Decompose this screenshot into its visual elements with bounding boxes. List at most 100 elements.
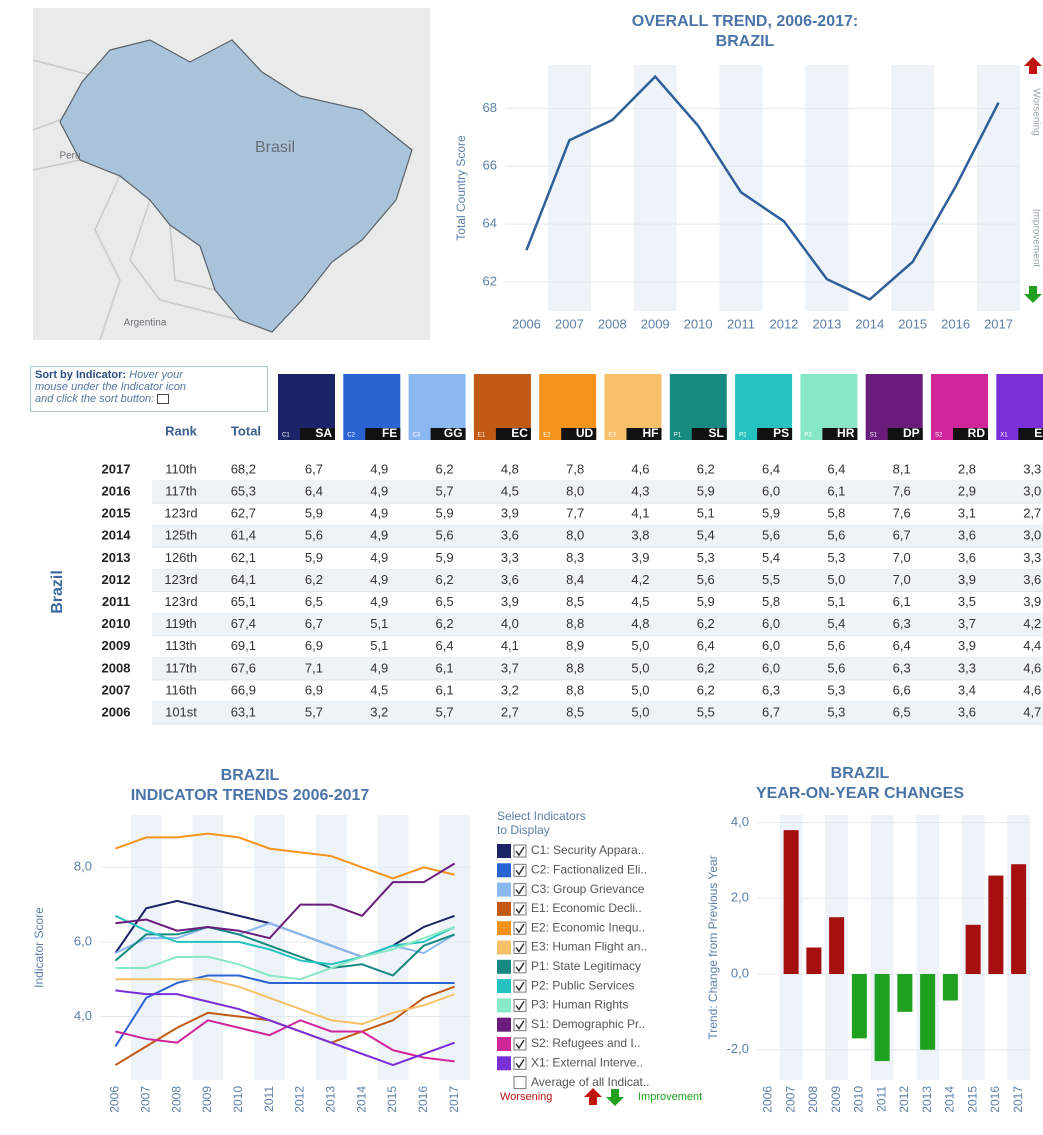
x-tick-label: 2017 [984,316,1013,331]
score-cell: 4,9 [370,572,388,587]
checkmark [515,865,525,876]
row-band [152,481,1043,504]
legend-checkbox[interactable] [513,941,527,954]
score-cell: 4,6 [1023,682,1041,697]
x-tick-label: 2015 [385,1086,399,1113]
total-cell: 63,1 [231,705,256,720]
legend-checkbox[interactable] [513,1018,527,1032]
indicator-id: S1 [870,433,878,439]
score-cell: 3,3 [1023,550,1041,565]
x-tick-label: 2011 [727,316,755,331]
legend-swatch [497,882,511,897]
x-tick-label: 2011 [262,1086,276,1112]
sort-icon[interactable] [157,394,170,405]
score-cell: 6,2 [697,682,715,697]
rank-cell: 125th [165,528,198,543]
legend-label: S1: Demographic Pr.. [531,1017,645,1031]
score-cell: 5,3 [827,550,845,565]
improvement-label: Improvement [1030,209,1041,268]
sort-title: Sort by Indicator: [35,369,127,381]
score-cell: 3,6 [958,550,976,565]
score-cell: 8,5 [566,594,584,609]
total-cell: 68,2 [231,461,256,476]
bar [988,875,1004,974]
score-cell: 4,6 [631,461,649,476]
x-tick-label: 2008 [806,1086,820,1113]
year-cell: 2008 [102,660,131,675]
year-cell: 2006 [102,705,131,720]
legend-checkbox[interactable] [513,960,527,974]
score-cell: 4,2 [631,572,649,587]
score-cell: 2,8 [958,461,976,476]
column-band [805,65,849,311]
indicator-code-strip [953,428,988,440]
score-cell: 2,7 [1023,506,1041,521]
score-cell: 3,9 [1023,594,1041,609]
legend-checkbox[interactable] [513,1056,527,1070]
checkmark [515,904,525,915]
indicator-id: C3 [413,433,421,439]
score-cell: 5,9 [697,484,715,499]
legend-checkbox[interactable] [513,1037,527,1051]
year-cell: 2010 [102,616,131,631]
checkmark [515,1058,525,1069]
indicator-id: C1 [282,433,290,439]
score-cell: 3,2 [370,705,388,720]
x-tick-label: 2007 [138,1086,152,1113]
indicator-id: C2 [347,433,355,439]
score-cell: 6,7 [305,461,323,476]
score-cell: 3,9 [958,572,976,587]
x-tick-label: 2006 [108,1086,122,1113]
score-cell: 6,4 [697,638,715,653]
score-cell: 4,3 [631,484,649,499]
legend-label: P1: State Legitimacy [531,959,641,973]
score-cell: 3,6 [958,705,976,720]
score-cell: 3,9 [501,506,519,521]
score-cell: 5,6 [827,638,845,653]
total-header: Total [231,423,261,438]
y-tick-label: 6,0 [74,933,92,948]
legend-checkbox[interactable] [513,883,527,897]
row-band [152,613,1043,636]
row-band [152,657,1043,680]
legend-swatch [497,1056,511,1071]
brazil-shape [59,39,413,333]
x-tick-label: 2007 [555,316,584,331]
total-cell: 67,4 [231,616,256,631]
worsening-label: Worsening [500,1091,552,1103]
score-cell: 8,0 [566,484,584,499]
legend-checkbox[interactable] [513,1076,527,1090]
indicator-id: X1 [1000,433,1008,439]
score-cell: 6,0 [762,638,780,653]
legend-checkbox[interactable] [513,844,527,858]
indicator-id: E3 [609,433,617,439]
series-line [115,989,455,1067]
legend-checkbox[interactable] [513,902,527,916]
indicator-code-strip [430,428,466,440]
legend-checkbox[interactable] [513,921,527,935]
rank-cell: 119th [165,616,197,631]
legend-label: Average of all Indicat.. [531,1075,650,1089]
x-tick-label: 2017 [447,1086,461,1113]
bar [783,830,799,974]
score-cell: 8,1 [893,461,911,476]
legend-checkbox[interactable] [513,863,527,877]
score-cell: 5,4 [697,528,715,543]
bar [1011,864,1027,974]
legend-checkbox[interactable] [513,998,527,1012]
score-cell: 4,9 [370,484,388,499]
series-line [114,925,455,977]
y-tick-label: 66 [483,158,497,173]
score-cell: 4,9 [370,594,388,609]
year-cell: 2011 [102,594,130,609]
score-cell: 6,0 [762,660,780,675]
x-tick-label: 2015 [898,316,927,331]
legend-checkbox[interactable] [513,979,527,993]
score-cell: 4,5 [370,682,388,697]
score-cell: 6,5 [893,705,911,720]
indicator-code: FE [382,426,397,440]
rank-cell: 101st [165,705,197,720]
checkmark [515,981,525,992]
